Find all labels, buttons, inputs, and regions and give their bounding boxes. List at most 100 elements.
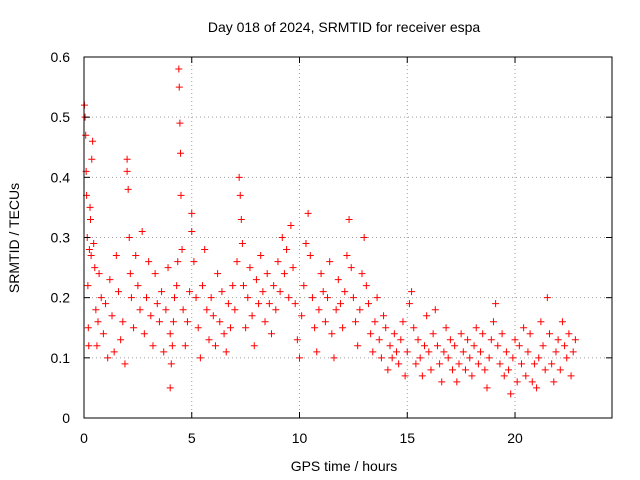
y-tick-label: 0 xyxy=(62,410,70,426)
data-point xyxy=(343,252,351,260)
data-point xyxy=(341,288,349,296)
data-point xyxy=(132,252,140,260)
data-point xyxy=(354,342,362,350)
data-point xyxy=(209,312,217,320)
data-point xyxy=(535,354,543,362)
data-point xyxy=(220,330,228,338)
data-point xyxy=(125,234,133,241)
data-point xyxy=(123,167,131,175)
data-point xyxy=(477,348,485,356)
data-point xyxy=(412,360,420,368)
data-point xyxy=(513,378,521,386)
data-point xyxy=(267,330,275,338)
data-point xyxy=(444,354,452,362)
data-point xyxy=(237,215,245,223)
data-point xyxy=(112,252,120,260)
data-point xyxy=(106,276,114,284)
data-point xyxy=(481,366,489,374)
data-point xyxy=(147,312,155,320)
data-point xyxy=(121,360,129,368)
x-tick-labels: 0 5 10 15 20 xyxy=(80,430,523,446)
data-point xyxy=(274,258,282,266)
data-point xyxy=(140,330,148,338)
data-point xyxy=(211,342,219,350)
data-point xyxy=(224,300,232,308)
data-point xyxy=(487,336,495,344)
data-point xyxy=(136,306,144,314)
y-tick-label: 0.6 xyxy=(51,49,71,65)
data-point xyxy=(360,234,368,241)
data-point xyxy=(227,324,235,332)
y-tick-label: 0.1 xyxy=(51,350,71,366)
data-point xyxy=(349,294,357,302)
data-point xyxy=(280,270,288,278)
data-point xyxy=(91,264,99,272)
x-axis-label: GPS time / hours xyxy=(291,458,398,474)
data-point xyxy=(561,342,569,350)
data-point xyxy=(87,252,95,260)
data-point xyxy=(110,348,118,356)
data-point xyxy=(567,372,575,380)
data-point xyxy=(405,300,413,308)
data-point xyxy=(86,203,94,211)
data-point xyxy=(367,330,375,338)
data-point xyxy=(108,312,116,320)
data-point xyxy=(401,372,409,380)
data-point xyxy=(375,336,383,344)
data-point xyxy=(145,258,153,266)
data-point xyxy=(153,300,161,308)
data-point xyxy=(569,348,577,356)
data-point xyxy=(373,294,381,302)
data-point xyxy=(308,294,316,302)
axis-ticks xyxy=(83,56,612,419)
data-point xyxy=(167,360,175,368)
data-point xyxy=(205,336,213,344)
data-point xyxy=(306,252,314,260)
data-point xyxy=(246,264,254,272)
data-point xyxy=(352,318,360,326)
data-point xyxy=(222,348,230,356)
data-point xyxy=(324,294,332,302)
data-point xyxy=(339,324,347,332)
data-point xyxy=(169,318,177,326)
data-point xyxy=(528,378,536,386)
x-tick-label: 0 xyxy=(80,430,88,446)
data-point xyxy=(175,65,183,73)
data-point xyxy=(451,342,459,350)
data-point xyxy=(498,330,506,338)
data-point xyxy=(99,330,107,338)
data-point xyxy=(524,348,532,356)
data-point xyxy=(127,294,135,302)
data-point xyxy=(390,330,398,338)
data-point xyxy=(416,354,424,362)
x-tick-label: 15 xyxy=(399,430,415,446)
data-point xyxy=(382,324,390,332)
data-point xyxy=(293,336,301,344)
data-point xyxy=(384,366,392,374)
data-point xyxy=(89,137,97,145)
x-tick-label: 20 xyxy=(507,430,523,446)
data-point xyxy=(124,185,132,193)
data-point xyxy=(347,264,355,272)
data-point xyxy=(176,119,184,127)
x-tick-label: 10 xyxy=(292,430,308,446)
data-point xyxy=(403,348,411,356)
data-point xyxy=(526,330,534,338)
data-point xyxy=(291,300,299,308)
data-point xyxy=(190,258,198,266)
data-point xyxy=(177,149,185,157)
data-point xyxy=(235,173,243,181)
data-point xyxy=(242,324,250,332)
data-point xyxy=(207,294,215,302)
data-point xyxy=(464,336,472,344)
data-point xyxy=(194,324,202,332)
data-point xyxy=(97,294,105,302)
data-point xyxy=(438,378,446,386)
data-point xyxy=(515,342,523,350)
data-point xyxy=(541,366,549,374)
data-point xyxy=(174,258,182,266)
data-point xyxy=(505,366,513,374)
data-point xyxy=(257,252,265,260)
data-point xyxy=(178,246,186,254)
data-point xyxy=(461,366,469,374)
